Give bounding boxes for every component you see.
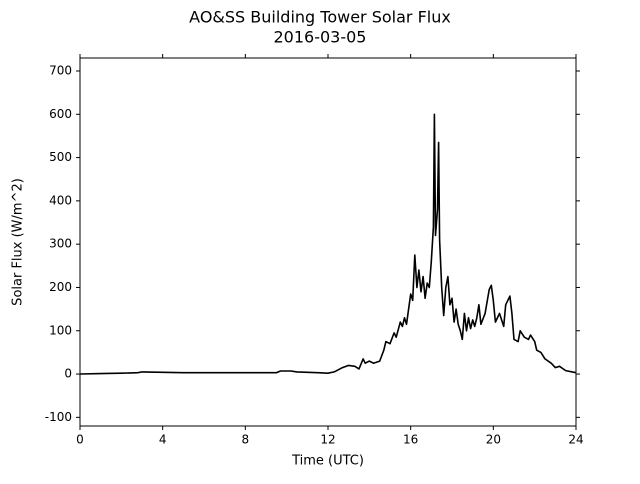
y-axis-label: Solar Flux (W/m^2) bbox=[11, 178, 26, 306]
y-tick-label: -100 bbox=[45, 410, 72, 424]
y-tick-label: 600 bbox=[49, 107, 72, 121]
y-tick-label: 200 bbox=[49, 280, 72, 294]
x-tick-label: 8 bbox=[242, 433, 250, 447]
x-tick-label: 12 bbox=[320, 433, 335, 447]
y-tick-label: 0 bbox=[64, 367, 72, 381]
plot-frame bbox=[79, 57, 577, 427]
line bbox=[79, 113, 577, 375]
y-tick-label: 400 bbox=[49, 193, 72, 207]
x-axis-label: Time (UTC) bbox=[291, 454, 364, 469]
x-tick-label: 20 bbox=[486, 433, 501, 447]
x-tick-label: 16 bbox=[403, 433, 418, 447]
chart-subtitle: 2016-03-05 bbox=[274, 28, 367, 47]
x-tick-label: 0 bbox=[76, 433, 84, 447]
x-tick-label: 24 bbox=[568, 433, 583, 447]
chart-title: AO&SS Building Tower Solar Flux bbox=[189, 8, 451, 27]
y-tick-label: 700 bbox=[49, 63, 72, 77]
x-tick-label: 4 bbox=[159, 433, 167, 447]
y-tick-label: 300 bbox=[49, 237, 72, 251]
y-tick-label: 100 bbox=[49, 323, 72, 337]
y-tick-label: 500 bbox=[49, 150, 72, 164]
